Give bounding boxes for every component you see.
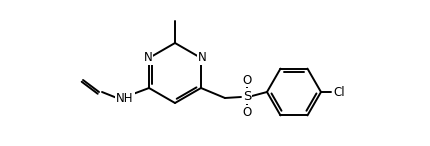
Text: N: N	[198, 51, 206, 64]
Text: O: O	[243, 73, 252, 86]
Text: S: S	[243, 89, 251, 102]
Text: N: N	[144, 51, 152, 64]
Text: O: O	[243, 106, 252, 119]
Text: Cl: Cl	[333, 86, 345, 99]
Text: NH: NH	[116, 92, 134, 105]
